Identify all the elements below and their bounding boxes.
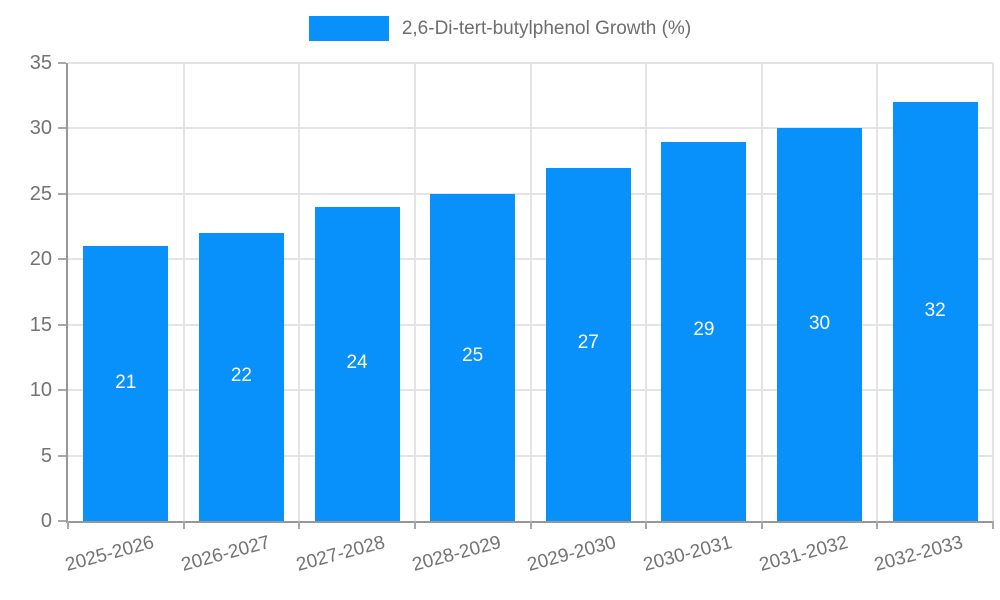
bar-value-label: 25 — [462, 345, 484, 367]
bar-value-label: 30 — [808, 312, 831, 334]
y-tick-mark — [58, 62, 66, 64]
bar-value-label: 24 — [346, 351, 368, 373]
gridline-vertical — [298, 63, 301, 521]
bar-value-label: 29 — [693, 319, 715, 341]
bar-2032-2033[interactable] — [892, 102, 978, 521]
y-tick-mark — [58, 127, 66, 130]
y-tick-label: 0 — [40, 510, 52, 532]
x-tick-mark — [760, 521, 763, 529]
y-tick-label: 10 — [29, 379, 52, 402]
bar-2027-2028[interactable] — [314, 206, 400, 521]
y-tick-mark — [58, 192, 66, 195]
bar-2026-2027[interactable] — [198, 233, 284, 521]
x-tick-label: 2032-2033 — [872, 532, 966, 576]
x-tick-label: 2028-2029 — [409, 532, 504, 576]
x-tick-mark — [67, 521, 69, 529]
x-tick-label: 2031-2032 — [756, 532, 850, 576]
gridline-vertical — [760, 63, 763, 521]
gridline-vertical — [529, 63, 532, 521]
legend[interactable]: 2,6-Di-tert-butylphenol Growth (%) — [0, 16, 1000, 41]
y-tick-mark — [58, 520, 66, 522]
bar-value-label: 21 — [115, 371, 137, 393]
y-tick-label: 30 — [29, 117, 52, 140]
y-tick-label: 15 — [29, 313, 52, 336]
x-tick-mark — [298, 521, 301, 529]
y-tick-label: 25 — [29, 182, 52, 205]
x-tick-mark — [413, 521, 416, 529]
y-tick-mark — [58, 323, 66, 326]
gridline-vertical — [413, 63, 416, 521]
y-tick-label: 5 — [40, 444, 52, 467]
x-tick-mark — [992, 521, 994, 529]
y-tick-mark — [58, 258, 66, 261]
y-axis-line — [66, 63, 68, 521]
bar-2029-2030[interactable] — [545, 167, 631, 521]
plot-area: 21 22 24 25 27 29 30 32 — [66, 62, 994, 523]
x-tick-label: 2029-2030 — [525, 532, 619, 576]
bar-2031-2032[interactable] — [777, 128, 863, 521]
y-tick-label: 35 — [29, 52, 52, 74]
x-tick-label: 2030-2031 — [641, 532, 735, 576]
gridline-vertical — [645, 63, 648, 521]
bar-2030-2031[interactable] — [661, 141, 747, 521]
bar-value-label: 22 — [230, 365, 252, 387]
x-tick-label: 2026-2027 — [178, 532, 272, 576]
y-tick-mark — [58, 454, 66, 457]
gridline-vertical — [876, 63, 879, 521]
bar-value-label: 32 — [924, 299, 946, 321]
x-tick-mark — [645, 521, 648, 529]
x-tick-mark — [182, 521, 185, 529]
x-tick-label: 2025-2026 — [63, 532, 157, 576]
x-tick-mark — [529, 521, 532, 529]
x-tick-label: 2027-2028 — [294, 532, 388, 576]
gridline-vertical — [182, 63, 185, 521]
y-tick-label: 20 — [29, 248, 52, 271]
y-tick-mark — [58, 389, 66, 392]
gridline-vertical — [992, 63, 994, 521]
legend-swatch[interactable] — [308, 16, 389, 41]
bar-value-label: 27 — [577, 332, 599, 354]
legend-label[interactable]: 2,6-Di-tert-butylphenol Growth (%) — [401, 17, 692, 39]
bar-2028-2029[interactable] — [430, 193, 516, 521]
bar-2025-2026[interactable] — [83, 246, 169, 521]
x-tick-mark — [876, 521, 879, 529]
